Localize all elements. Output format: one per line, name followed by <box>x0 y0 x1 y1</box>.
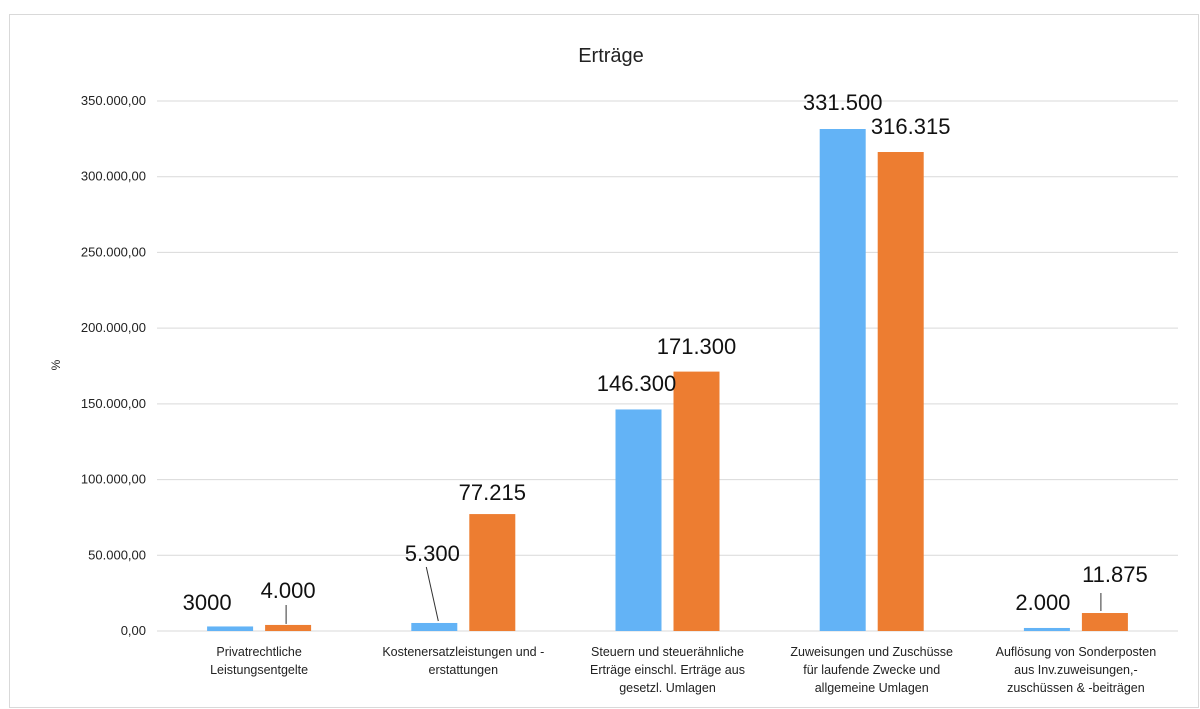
y-tick-label: 0,00 <box>121 623 146 638</box>
data-label: 146.300 <box>597 371 677 396</box>
x-tick-label: Kostenersatzleistungen und - erstattungen <box>382 645 544 677</box>
x-tick-label-line: aus Inv.zuweisungen,- <box>1014 663 1137 677</box>
x-tick-label-line: zuschüssen & -beiträgen <box>1007 681 1145 695</box>
x-tick-label: Steuern und steuerähnliche Erträge einsch… <box>590 645 745 695</box>
bar <box>265 624 312 631</box>
data-label: 3000 <box>183 590 232 615</box>
x-tick-label-line: Auflösung von Sonderposten <box>996 645 1157 659</box>
x-tick-label-line: Leistungsentgelte <box>210 663 308 677</box>
x-tick-label: Privatrechtliche Leistungsentgelte <box>210 645 308 677</box>
y-tick-label: 300.000,00 <box>81 169 146 184</box>
data-label: 77.215 <box>459 480 526 505</box>
data-label: 2.000 <box>1015 590 1070 615</box>
x-tick-label-line: Steuern und steuerähnliche <box>591 645 744 659</box>
data-label: 331.500 <box>803 90 883 115</box>
x-tick-label-line: gesetzl. Umlagen <box>619 681 716 695</box>
gridlines <box>157 100 1178 632</box>
bar <box>207 626 254 631</box>
x-tick-label: Auflösung von Sonderposten aus Inv.zuweis… <box>996 645 1157 695</box>
x-tick-label-line: Erträge einschl. Erträge aus <box>590 663 745 677</box>
bar <box>877 152 924 631</box>
bar <box>469 514 516 631</box>
bar <box>1081 613 1128 631</box>
x-tick-label-line: Privatrechtliche <box>216 645 301 659</box>
bar <box>615 409 662 631</box>
x-tick-label: Zuweisungen und Zuschüsse für laufende Zw… <box>790 645 953 695</box>
y-tick-label: 50.000,00 <box>88 547 146 562</box>
x-tick-label-line: allgemeine Umlagen <box>815 681 929 695</box>
y-tick-label: 150.000,00 <box>81 396 146 411</box>
bar <box>819 129 866 631</box>
data-label: 4.000 <box>261 578 316 603</box>
y-tick-label: 200.000,00 <box>81 320 146 335</box>
bar <box>673 371 720 631</box>
y-tick-label: 350.000,00 <box>81 93 146 108</box>
x-tick-label-line: für laufende Zwecke und <box>803 663 940 677</box>
leader-line <box>425 566 439 622</box>
y-axis-label: % <box>49 359 63 370</box>
y-tick-labels: 0,00 50.000,00 100.000,00 150.000,00 200.000… <box>81 93 146 638</box>
data-label: 316.315 <box>871 114 951 139</box>
bar <box>411 622 458 631</box>
data-labels: 3000 4.000 5.300 77.215 146.300 171.300 331.50… <box>183 90 1148 615</box>
y-tick-label: 100.000,00 <box>81 472 146 487</box>
leader-lines <box>285 566 1102 624</box>
data-label: 5.300 <box>405 541 460 566</box>
x-tick-label-line: erstattungen <box>429 663 499 677</box>
chart-title: Erträge <box>578 45 644 67</box>
bars <box>207 129 1128 631</box>
y-tick-label: 250.000,00 <box>81 244 146 259</box>
bar <box>1023 627 1070 631</box>
chart-frame <box>9 14 1199 708</box>
x-tick-label-line: Kostenersatzleistungen und - <box>382 645 544 659</box>
data-label: 11.875 <box>1082 562 1148 587</box>
x-tick-labels: Privatrechtliche Leistungsentgelte Kostene… <box>210 645 1156 695</box>
data-label: 171.300 <box>657 334 737 359</box>
x-tick-label-line: Zuweisungen und Zuschüsse <box>790 645 953 659</box>
